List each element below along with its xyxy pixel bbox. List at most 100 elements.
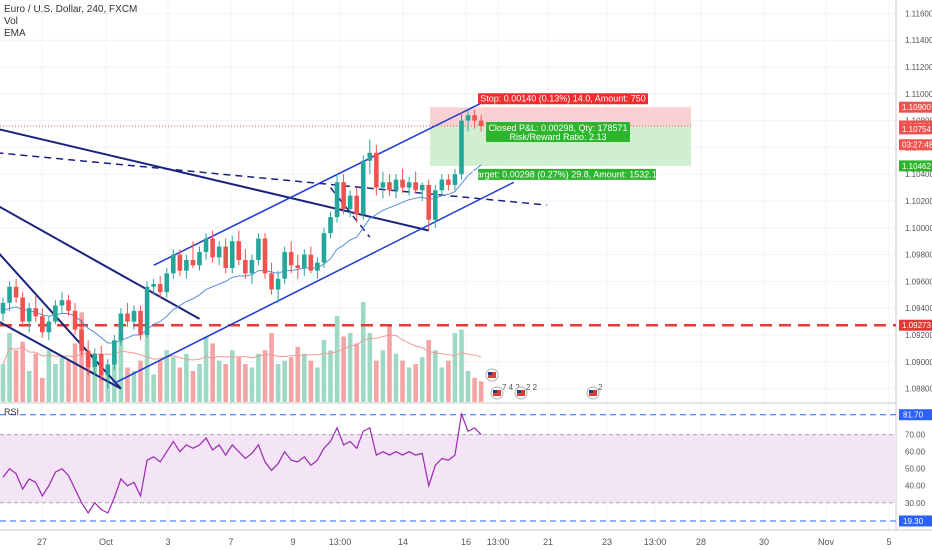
- volume-bar: [40, 377, 45, 402]
- time-tick-label: 13:00: [329, 537, 352, 547]
- symbol-title[interactable]: Euro / U.S. Dollar, 240, FXCM: [4, 4, 138, 15]
- volume-bar: [459, 329, 464, 402]
- volume-bar: [262, 350, 268, 402]
- price-tick-label: 1.09000: [905, 358, 932, 367]
- candle: [354, 187, 359, 223]
- candle-body: [295, 265, 301, 268]
- candle: [472, 109, 477, 129]
- ema-polyline: [2, 164, 482, 344]
- volume-bar: [92, 367, 97, 402]
- ema-indicator-label[interactable]: EMA: [4, 28, 26, 39]
- event-markers[interactable]: 7 4 2 2 2 2: [485, 368, 603, 400]
- candle-body: [347, 195, 353, 210]
- price-tick-label: 1.08800: [905, 385, 932, 394]
- candle: [46, 316, 52, 341]
- price-badge-label: 1.10900: [902, 103, 931, 112]
- volume-bar: [413, 364, 418, 402]
- us-flag-event-icon[interactable]: 2: [586, 383, 603, 400]
- rr-label: Risk/Reward Ratio: 2.13: [509, 132, 606, 142]
- us-flag-event-icon[interactable]: [485, 368, 499, 382]
- price-badge-label: 1.10462: [902, 162, 931, 171]
- candle: [328, 211, 333, 239]
- price-tick-label: 1.09200: [905, 331, 932, 340]
- volume-bar: [367, 333, 373, 402]
- rsi-tick-label: 60.00: [905, 448, 926, 457]
- candle-body: [446, 179, 451, 185]
- candle-body: [334, 182, 340, 218]
- candle-body: [171, 254, 176, 274]
- candle-body: [118, 313, 124, 341]
- stop-zone: [430, 107, 691, 126]
- us-flag-event-icon[interactable]: 7 4 2: [490, 383, 520, 400]
- volume-bar: [243, 364, 248, 402]
- volume-bar: [125, 367, 130, 402]
- volume-bar: [151, 374, 156, 402]
- price-tick-label: 1.11200: [905, 63, 932, 72]
- target-label: Target: 0.00298 (0.27%) 29.8, Amount: 15…: [472, 169, 662, 179]
- volume-bar: [282, 360, 287, 402]
- candle: [92, 348, 97, 376]
- volume-bar: [7, 333, 12, 402]
- candle-body: [190, 259, 196, 266]
- time-tick-label: Nov: [818, 537, 835, 547]
- channel-lower-line: [114, 181, 515, 384]
- volume-bar: [308, 360, 314, 402]
- candle: [315, 257, 320, 279]
- volume-bar: [53, 364, 58, 402]
- candle-body: [315, 262, 320, 271]
- candle: [341, 174, 346, 215]
- vol-indicator-label[interactable]: Vol: [4, 16, 18, 27]
- volume-bar: [79, 312, 84, 402]
- time-tick-label: 27: [37, 537, 47, 547]
- volume-bar: [0, 364, 6, 402]
- volume-bar: [419, 357, 425, 402]
- volume-bar: [433, 350, 438, 402]
- rsi-tick-label: 30.00: [905, 499, 926, 508]
- candle: [419, 182, 425, 201]
- candle-body: [184, 259, 189, 271]
- candle: [184, 254, 189, 279]
- volume-bar: [347, 333, 353, 402]
- candle-body: [216, 246, 222, 258]
- candle-body: [203, 238, 209, 252]
- candle-body: [13, 286, 19, 298]
- candle: [66, 294, 71, 317]
- candle-body: [328, 217, 333, 234]
- volume-bar: [256, 353, 261, 402]
- candle: [393, 174, 399, 199]
- candle: [223, 238, 228, 274]
- volume-bar: [472, 377, 477, 402]
- rsi-tick-label: 50.00: [905, 465, 926, 474]
- volume-bar: [59, 357, 65, 402]
- price-tick-label: 1.10200: [905, 197, 932, 206]
- time-tick-label: 23: [602, 537, 612, 547]
- volume-bar: [426, 339, 432, 402]
- candle-body: [229, 241, 235, 268]
- volume-bar: [72, 343, 78, 402]
- candle-body: [85, 351, 91, 368]
- candle-body: [262, 238, 268, 274]
- candle-body: [341, 182, 346, 210]
- candle: [177, 249, 183, 277]
- volume-bar: [354, 343, 359, 402]
- price-badge-box: [899, 319, 932, 331]
- candle: [216, 241, 222, 266]
- candle-body: [406, 182, 412, 188]
- chart-legend: Euro / U.S. Dollar, 240, FXCM Vol EMA: [4, 4, 137, 40]
- us-flag-event-icon[interactable]: 2 2: [514, 383, 538, 400]
- volume-bar: [157, 360, 163, 402]
- event-count-label: 2: [598, 383, 603, 392]
- candle: [465, 109, 471, 132]
- volume-bar: [85, 350, 91, 402]
- candle-body: [151, 284, 156, 287]
- candle-body: [46, 321, 52, 333]
- rsi-indicator-label[interactable]: RSI: [4, 407, 20, 417]
- volume-bar: [98, 364, 104, 402]
- volume-bar: [360, 302, 366, 402]
- time-tick-label: 16: [461, 537, 471, 547]
- candle: [229, 235, 235, 274]
- price-tick-label: 1.11400: [905, 36, 932, 45]
- candle-body: [302, 254, 307, 268]
- candle-body: [210, 238, 215, 258]
